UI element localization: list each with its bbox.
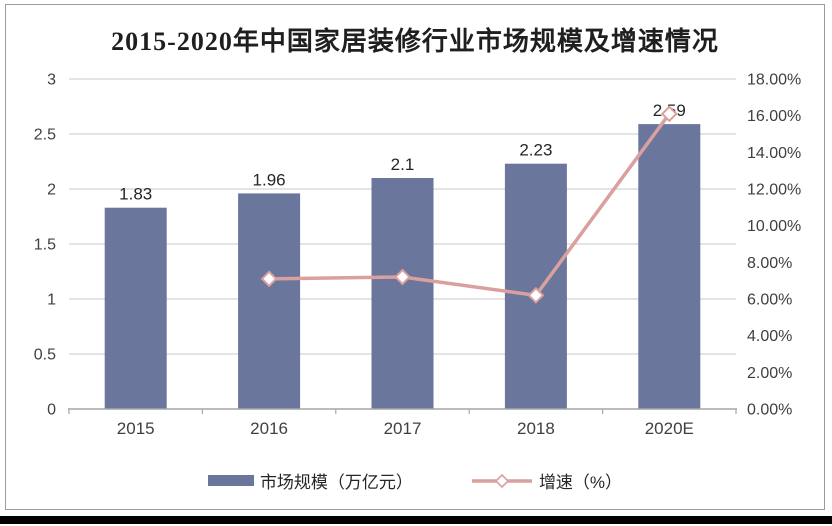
y-right-tick-label: 18.00% (747, 72, 801, 89)
y-left-tick-label: 3 (47, 72, 56, 89)
x-tick-label: 2018 (517, 419, 555, 438)
bar-value-label: 2.1 (391, 155, 415, 174)
bar-2018 (504, 163, 567, 409)
growth-marker (394, 268, 411, 286)
growth-line (269, 112, 671, 298)
line-series-swatch-icon (471, 473, 532, 488)
bar-series-swatch-icon (207, 475, 254, 486)
growth-marker (260, 270, 278, 288)
y-left-tick-label: 2 (47, 182, 56, 199)
legend-item-market-size: 市场规模（万亿元） (207, 468, 413, 493)
y-right-tick-label: 10.00% (747, 218, 801, 235)
y-left-tick-label: 1.5 (34, 237, 56, 254)
y-right-tick-label: 8.00% (747, 255, 792, 272)
bar-value-label: 2.23 (519, 141, 552, 160)
plot-area: 1.831.962.12.232.5900.511.522.530.00%2.0… (34, 72, 802, 439)
bar-2020E (638, 124, 701, 409)
bar-2017 (371, 178, 434, 409)
legend: 市场规模（万亿元） 增速（%） (6, 468, 824, 493)
y-right-tick-label: 4.00% (747, 328, 792, 345)
x-tick-label: 2020E (645, 419, 694, 438)
y-right-tick-label: 6.00% (747, 292, 792, 309)
legend-label-market-size: 市场规模（万亿元） (259, 473, 413, 492)
bar-value-label: 1.83 (119, 185, 152, 204)
x-tick-label: 2017 (384, 419, 422, 438)
y-left-tick-label: 1 (47, 292, 56, 309)
legend-item-growth: 增速（%） (471, 468, 622, 493)
y-right-tick-label: 16.00% (747, 108, 801, 125)
y-right-tick-label: 0.00% (747, 402, 792, 419)
x-tick-label: 2016 (250, 419, 288, 438)
y-left-tick-label: 0.5 (34, 347, 56, 364)
y-right-tick-label: 12.00% (747, 182, 801, 199)
chart-title: 2015-2020年中国家居装修行业市场规模及增速情况 (111, 27, 719, 56)
bar-2015 (104, 207, 167, 409)
growth-marker (660, 105, 678, 123)
y-right-tick-label: 14.00% (747, 145, 801, 162)
legend-label-growth: 增速（%） (538, 473, 623, 492)
growth-marker (527, 286, 545, 304)
y-left-tick-label: 0 (47, 402, 56, 419)
bar-2016 (238, 193, 301, 409)
y-left-tick-label: 2.5 (34, 127, 56, 144)
bottom-black-bar (0, 516, 832, 524)
bar-value-label: 1.96 (253, 170, 286, 189)
x-tick-label: 2015 (117, 419, 155, 438)
y-right-tick-label: 2.00% (747, 365, 792, 382)
chart-frame: 2015-2020年中国家居装修行业市场规模及增速情况 1.83 1.96 2.1 2… (5, 4, 825, 510)
